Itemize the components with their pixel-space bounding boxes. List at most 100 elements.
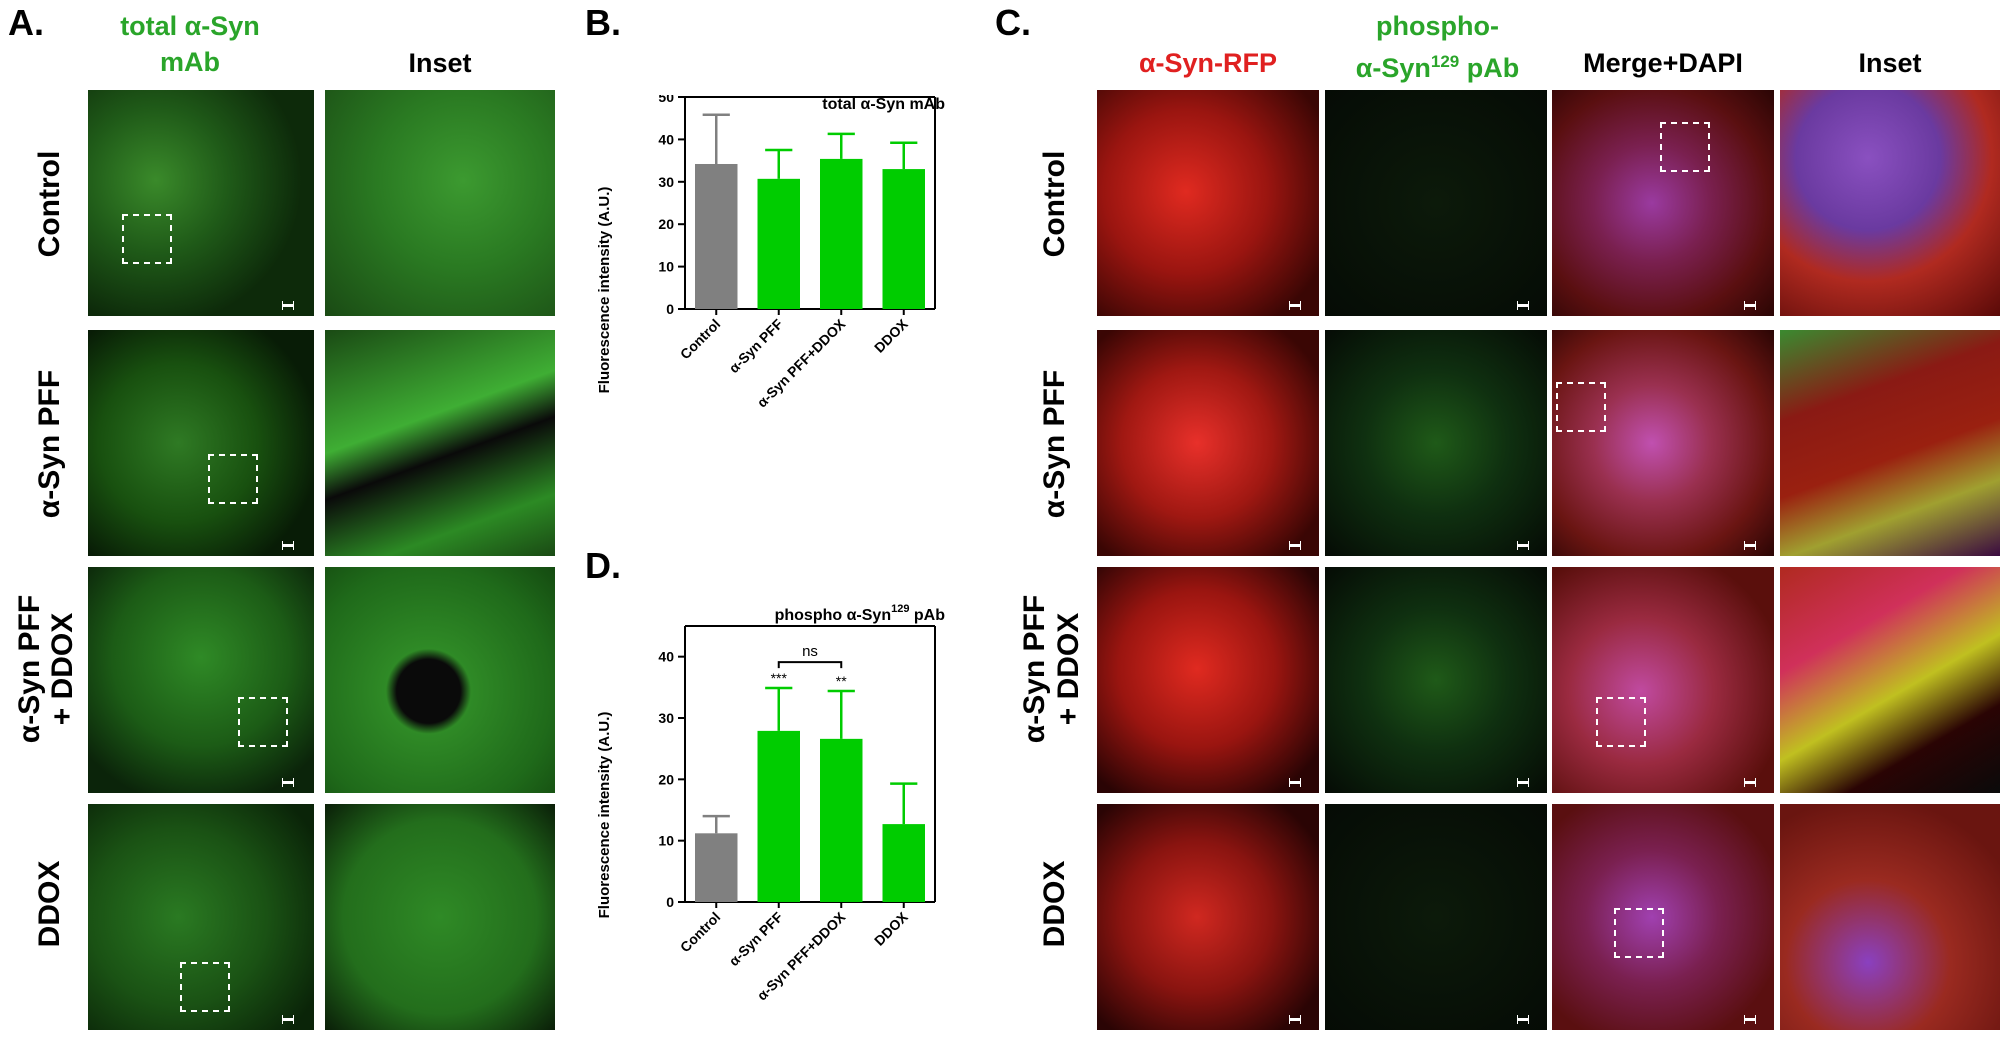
micrograph-c-r1-c4 bbox=[1780, 90, 2000, 316]
micrograph-c-r3-c4 bbox=[1780, 567, 2000, 793]
scale-bar bbox=[1289, 541, 1301, 550]
panel-c-col1-header: α-Syn-RFP bbox=[1138, 48, 1278, 78]
chart-b-ytick-label: 10 bbox=[658, 259, 674, 275]
chart-d-title-main: phospho α-Syn bbox=[775, 607, 892, 624]
row-label-pff-ddox-c-line2: + DDOX bbox=[1052, 612, 1085, 726]
chart-d-bracket bbox=[777, 661, 843, 669]
panel-d-letter: D. bbox=[585, 545, 621, 586]
scale-bar bbox=[1289, 1015, 1301, 1024]
micrograph-c-r2-c2 bbox=[1325, 330, 1547, 556]
micrograph-c-r1-c1 bbox=[1097, 90, 1319, 316]
micrograph-a-ddox bbox=[88, 804, 314, 1030]
chart-b-ytick-label: 30 bbox=[658, 174, 674, 190]
chart-d-ytick-label: 10 bbox=[658, 833, 674, 849]
chart-b-xtick-label-4: DDOX bbox=[871, 315, 911, 355]
scale-bar bbox=[1289, 301, 1301, 310]
chart-b-bar-1 bbox=[695, 163, 738, 309]
chart-b-ytick-label: 20 bbox=[658, 216, 674, 232]
micrograph-c-r3-c2 bbox=[1325, 567, 1547, 793]
chart-d-xtick-label-4: DDOX bbox=[871, 908, 911, 948]
micrograph-c-r4-c2 bbox=[1325, 804, 1547, 1030]
micrograph-c-r1-c3 bbox=[1552, 90, 1774, 316]
panel-c-col2-line2: α-Syn129 pAb bbox=[1325, 44, 1550, 86]
scale-bar bbox=[1744, 301, 1756, 310]
panel-c-col2-line1: phospho- bbox=[1376, 11, 1499, 41]
scale-bar bbox=[282, 541, 294, 550]
chart-b-ytick-label: 50 bbox=[658, 95, 674, 105]
chart-d-bar-4 bbox=[882, 824, 925, 902]
row-label-pff-a: α-Syn PFF bbox=[33, 369, 66, 519]
chart-d-title-tail: pAb bbox=[909, 607, 945, 624]
micrograph-c-r2-c3 bbox=[1552, 330, 1774, 556]
micrograph-a-pff-inset bbox=[325, 330, 555, 556]
chart-b-xtick-label-2: α-Syn PFF bbox=[726, 315, 787, 376]
roi-box bbox=[180, 962, 230, 1012]
row-label-control-a: Control bbox=[33, 150, 66, 258]
micrograph-c-r2-c4 bbox=[1780, 330, 2000, 556]
scale-bar bbox=[1744, 541, 1756, 550]
panel-a-col2-header: Inset bbox=[408, 48, 472, 78]
chart-d-title: phospho α-Syn129 pAb bbox=[775, 603, 946, 624]
chart-b-ytick-label: 0 bbox=[666, 301, 674, 317]
chart-d-ytick-label: 0 bbox=[666, 894, 674, 910]
micrograph-a-control-inset bbox=[325, 90, 555, 316]
roi-box bbox=[238, 697, 288, 747]
scale-bar bbox=[282, 301, 294, 310]
chart-d-ylabel: Fluorescence intensity (A.U.) bbox=[596, 712, 613, 919]
chart-b-bar-2 bbox=[757, 178, 800, 309]
roi-box bbox=[208, 454, 258, 504]
chart-d-ytick-label: 20 bbox=[658, 771, 674, 787]
panel-c-col3-header: Merge+DAPI bbox=[1583, 48, 1743, 78]
roi-box bbox=[1660, 122, 1710, 172]
scale-bar bbox=[1517, 301, 1529, 310]
micrograph-c-r1-c2 bbox=[1325, 90, 1547, 316]
row-label-pff-c: α-Syn PFF bbox=[1038, 369, 1071, 519]
chart-d-title-sup: 129 bbox=[891, 603, 909, 615]
roi-box bbox=[1556, 382, 1606, 432]
chart-b-bar-4 bbox=[882, 169, 925, 309]
micrograph-c-r4-c4 bbox=[1780, 804, 2000, 1030]
chart-b-title: total α-Syn mAb bbox=[822, 96, 945, 113]
panel-a-col1-header: total α-Syn mAb bbox=[120, 11, 260, 77]
panel-a-letter: A. bbox=[8, 2, 44, 43]
chart-d-bar-1 bbox=[695, 833, 738, 902]
chart-b: total α-Syn mAb Fluorescence intensity (… bbox=[596, 95, 945, 410]
roi-box bbox=[122, 214, 172, 264]
chart-b-bar-3 bbox=[820, 158, 863, 309]
chart-d-significance-2: *** bbox=[771, 670, 788, 686]
scale-bar bbox=[1744, 1015, 1756, 1024]
row-label-pff-ddox-c-line1: α-Syn PFF bbox=[1018, 594, 1051, 744]
row-label-ddox-a: DDOX bbox=[33, 860, 66, 948]
micrograph-a-pff-ddox-inset bbox=[325, 567, 555, 793]
roi-box bbox=[1596, 697, 1646, 747]
chart-b-ylabel: Fluorescence intensity (A.U.) bbox=[596, 187, 613, 394]
scale-bar bbox=[1517, 541, 1529, 550]
panel-c-letter: C. bbox=[995, 2, 1031, 43]
chart-d-bar-3 bbox=[820, 738, 863, 902]
row-label-pff-ddox-a-line2: + DDOX bbox=[46, 612, 79, 726]
micrograph-c-r4-c3 bbox=[1552, 804, 1774, 1030]
chart-d-xtick-label-1: Control bbox=[677, 909, 724, 956]
chart-b-ytick-label: 40 bbox=[658, 131, 674, 147]
chart-d-ytick-label: 40 bbox=[658, 649, 674, 665]
chart-d-xtick-label-2: α-Syn PFF bbox=[726, 908, 787, 969]
scale-bar bbox=[282, 1015, 294, 1024]
col2-tail: pAb bbox=[1459, 53, 1520, 83]
row-label-ddox-c: DDOX bbox=[1038, 860, 1071, 948]
col2-sup: 129 bbox=[1430, 52, 1460, 71]
chart-d: phospho α-Syn129 pAb Fluorescence intens… bbox=[596, 603, 946, 1003]
chart-d-bar-2 bbox=[757, 730, 800, 902]
chart-d-significance-3: ** bbox=[836, 673, 847, 689]
roi-box bbox=[1614, 908, 1664, 958]
row-label-control-c: Control bbox=[1038, 150, 1071, 258]
micrograph-a-ddox-inset bbox=[325, 804, 555, 1030]
chart-d-ytick-label: 30 bbox=[658, 710, 674, 726]
micrograph-a-pff-ddox bbox=[88, 567, 314, 793]
panel-b-letter: B. bbox=[585, 2, 621, 43]
scale-bar bbox=[282, 778, 294, 787]
micrograph-a-control bbox=[88, 90, 314, 316]
micrograph-c-r3-c3 bbox=[1552, 567, 1774, 793]
scale-bar bbox=[1289, 778, 1301, 787]
panel-c-col2-header: phospho- α-Syn129 pAb bbox=[1325, 8, 1550, 86]
chart-b-xtick-label-1: Control bbox=[677, 316, 724, 363]
